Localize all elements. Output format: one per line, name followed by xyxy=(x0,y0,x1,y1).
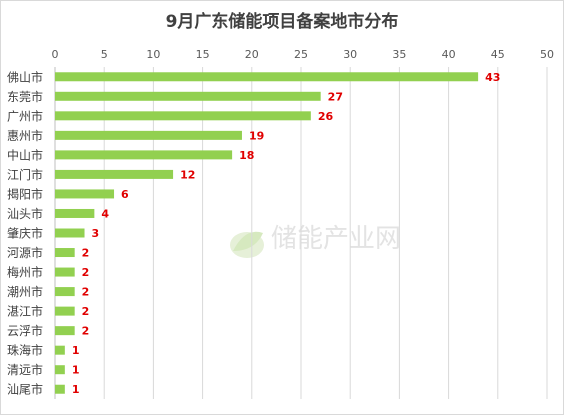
category-label: 汕头市 xyxy=(7,206,43,221)
data-label: 6 xyxy=(121,188,129,201)
category-label: 江门市 xyxy=(7,167,43,182)
bar xyxy=(55,130,242,140)
category-label: 清远市 xyxy=(7,362,43,377)
bar xyxy=(55,72,479,82)
category-label: 惠州市 xyxy=(7,128,43,143)
x-tick-label: 45 xyxy=(491,48,505,61)
bar xyxy=(55,267,75,277)
data-label: 4 xyxy=(101,207,109,220)
category-label: 潮州市 xyxy=(7,284,43,299)
data-label: 1 xyxy=(72,344,80,357)
data-label: 26 xyxy=(318,110,334,123)
data-label: 2 xyxy=(82,266,90,279)
bar xyxy=(55,326,75,336)
x-tick-label: 40 xyxy=(442,48,456,61)
data-label: 1 xyxy=(72,364,80,377)
data-label: 3 xyxy=(92,227,100,240)
category-label: 湛江市 xyxy=(7,304,43,319)
x-tick-label: 0 xyxy=(52,48,59,61)
category-label: 珠海市 xyxy=(7,343,43,358)
data-label: 18 xyxy=(239,149,254,162)
leaf-logo-icon xyxy=(230,231,264,258)
category-label: 梅州市 xyxy=(7,265,43,280)
data-label: 43 xyxy=(485,71,500,84)
bar xyxy=(55,306,75,316)
category-label: 揭阳市 xyxy=(7,186,43,201)
chart-title: 9月广东储能项目备案地市分布 xyxy=(165,12,399,32)
bar xyxy=(55,287,75,297)
category-label: 佛山市 xyxy=(7,69,43,84)
category-label: 东莞市 xyxy=(7,89,43,104)
data-label: 1 xyxy=(72,383,80,396)
data-label: 2 xyxy=(82,247,90,260)
category-label: 河源市 xyxy=(7,245,43,260)
category-label: 中山市 xyxy=(7,147,43,162)
x-tick-label: 35 xyxy=(392,48,406,61)
x-tick-label: 15 xyxy=(196,48,210,61)
bar xyxy=(55,169,174,179)
category-label: 广州市 xyxy=(7,108,43,123)
bar xyxy=(55,208,95,218)
data-label: 12 xyxy=(180,168,195,181)
category-label: 肇庆市 xyxy=(7,226,43,241)
x-tick-label: 50 xyxy=(540,48,554,61)
bar xyxy=(55,345,65,355)
bar xyxy=(55,384,65,394)
bar xyxy=(55,150,233,160)
x-tick-label: 20 xyxy=(245,48,259,61)
watermark: 储能产业网 xyxy=(230,224,401,258)
watermark-text: 储能产业网 xyxy=(271,224,401,254)
bar xyxy=(55,365,65,375)
bar xyxy=(55,189,115,199)
x-tick-label: 10 xyxy=(146,48,160,61)
bar xyxy=(55,91,321,101)
data-label: 27 xyxy=(328,90,343,103)
data-label: 2 xyxy=(82,286,90,299)
category-label: 云浮市 xyxy=(7,323,43,338)
category-label: 汕尾市 xyxy=(7,382,43,397)
bar xyxy=(55,248,75,258)
data-label: 2 xyxy=(82,305,90,318)
x-tick-label: 30 xyxy=(343,48,357,61)
bar xyxy=(55,111,311,121)
data-label: 2 xyxy=(82,325,90,338)
bar xyxy=(55,228,85,238)
data-label: 19 xyxy=(249,129,264,142)
x-tick-label: 5 xyxy=(101,48,108,61)
x-tick-label: 25 xyxy=(294,48,308,61)
